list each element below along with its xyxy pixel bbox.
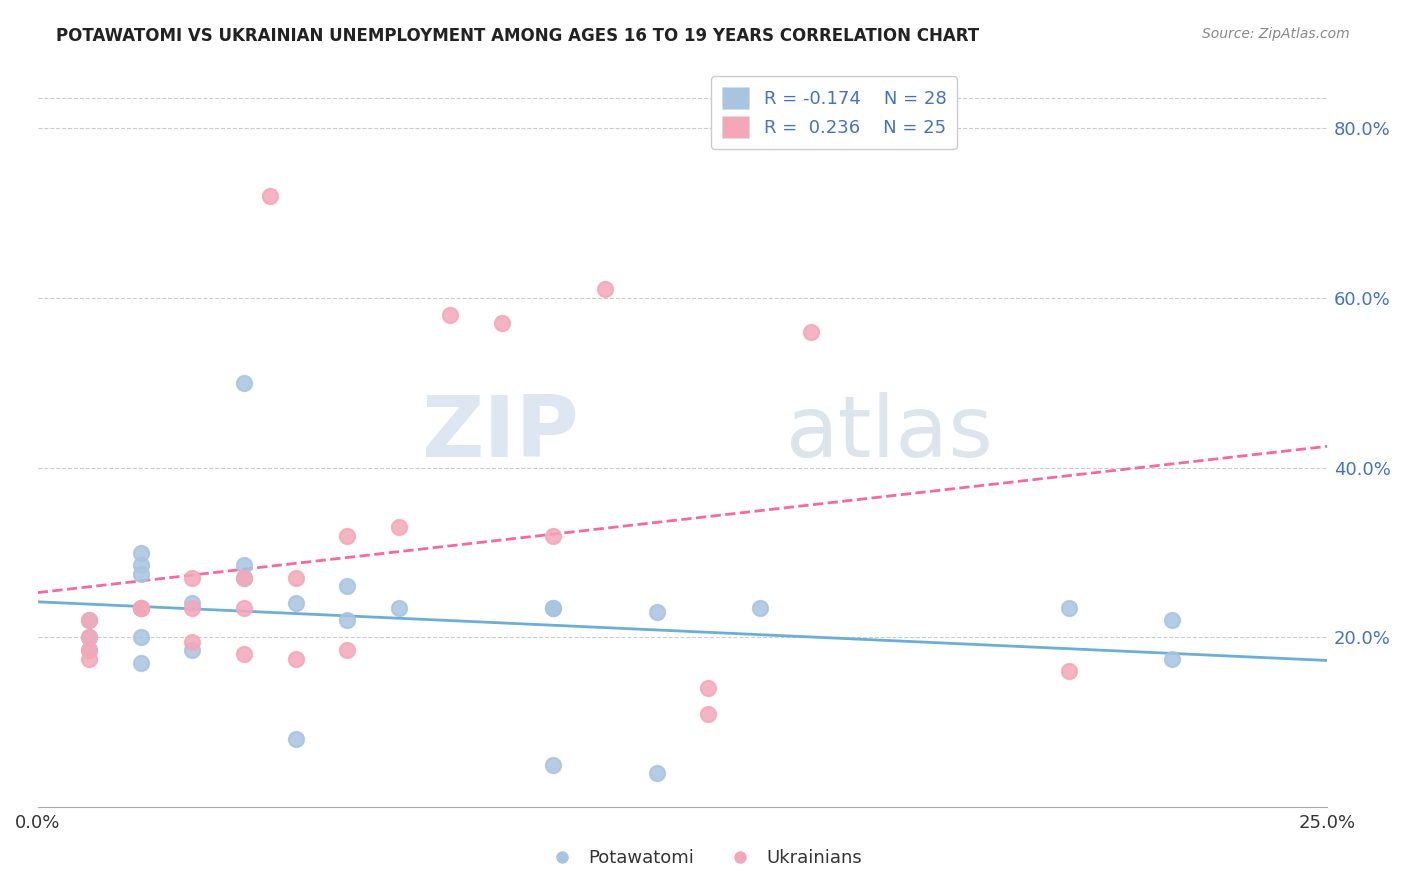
Point [543, 600, 565, 615]
Legend: Potawatomi, Ukrainians: Potawatomi, Ukrainians [536, 842, 870, 874]
Text: atlas: atlas [786, 392, 994, 475]
Point [593, 282, 616, 296]
Point [697, 681, 720, 696]
Point [388, 520, 411, 534]
Point [543, 600, 565, 615]
Point [1161, 651, 1184, 665]
Point [233, 376, 256, 390]
Point [748, 600, 770, 615]
Text: ZIP: ZIP [422, 392, 579, 475]
Point [336, 528, 359, 542]
Point [284, 732, 307, 747]
Point [181, 571, 204, 585]
Point [439, 308, 461, 322]
Point [129, 656, 152, 670]
Point [77, 643, 100, 657]
Point [233, 648, 256, 662]
Point [129, 545, 152, 559]
Point [181, 597, 204, 611]
Text: POTAWATOMI VS UKRAINIAN UNEMPLOYMENT AMONG AGES 16 TO 19 YEARS CORRELATION CHART: POTAWATOMI VS UKRAINIAN UNEMPLOYMENT AMO… [56, 27, 980, 45]
Point [1059, 665, 1081, 679]
Point [388, 600, 411, 615]
Point [77, 651, 100, 665]
Point [77, 643, 100, 657]
Point [1059, 600, 1081, 615]
Point [645, 766, 668, 780]
Text: Source: ZipAtlas.com: Source: ZipAtlas.com [1202, 27, 1350, 41]
Legend: R = -0.174    N = 28, R =  0.236    N = 25: R = -0.174 N = 28, R = 0.236 N = 25 [711, 76, 957, 149]
Point [284, 651, 307, 665]
Point [77, 631, 100, 645]
Point [77, 614, 100, 628]
Point [129, 600, 152, 615]
Point [336, 614, 359, 628]
Point [181, 634, 204, 648]
Point [1161, 614, 1184, 628]
Point [645, 605, 668, 619]
Point [491, 316, 513, 330]
Point [284, 571, 307, 585]
Point [233, 571, 256, 585]
Point [181, 643, 204, 657]
Point [697, 706, 720, 721]
Point [233, 600, 256, 615]
Point [233, 571, 256, 585]
Point [259, 188, 281, 202]
Point [129, 631, 152, 645]
Point [129, 600, 152, 615]
Point [543, 758, 565, 772]
Point [284, 597, 307, 611]
Point [336, 643, 359, 657]
Point [800, 325, 823, 339]
Point [181, 600, 204, 615]
Point [129, 558, 152, 573]
Point [336, 580, 359, 594]
Point [233, 558, 256, 573]
Point [77, 631, 100, 645]
Point [129, 566, 152, 581]
Point [543, 528, 565, 542]
Point [129, 600, 152, 615]
Point [77, 614, 100, 628]
